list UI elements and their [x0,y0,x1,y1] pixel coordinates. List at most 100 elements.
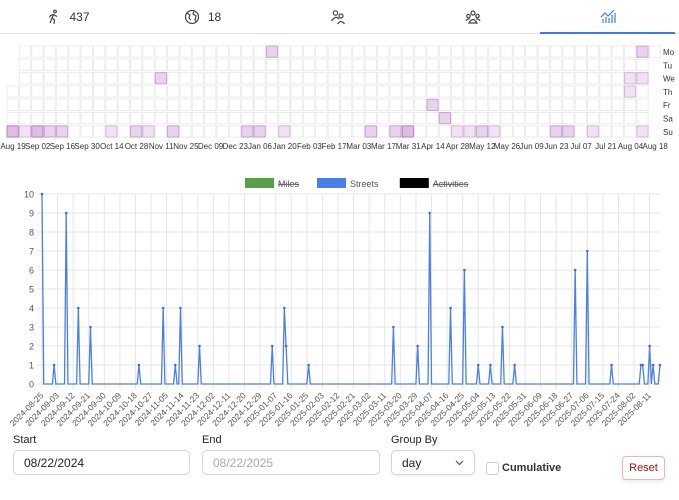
heatmap-cell [278,98,291,112]
heatmap-cell [549,85,563,98]
heatmap-cell [488,72,501,85]
heatmap-cell [586,72,600,85]
group-by-select[interactable]: day [391,450,475,475]
heatmap-cell [512,125,526,138]
heatmap-cell [253,112,266,125]
heatmap-cell [55,45,69,58]
heatmap-cell [191,72,205,85]
heatmap-cell [463,58,476,72]
heatmap-cell [611,45,624,58]
heatmap-cell [512,98,526,112]
cumulative-label[interactable]: Cumulative [502,462,562,474]
heatmap-cell [92,85,106,98]
heatmap-cell [389,98,402,112]
heatmap-cell [154,72,167,85]
heatmap-cell [179,85,192,98]
heatmap-month-label: Mar 03 [346,142,371,151]
heatmap-cell [253,58,266,72]
heatmap-cell [438,45,452,58]
heatmap-cell [265,125,279,138]
heatmap-cell [68,85,81,98]
heatmap-cell [278,125,291,138]
heatmap-day-label: Mo [663,48,675,57]
tab-activities[interactable]: 437 [0,0,135,33]
heatmap-cell [31,112,44,125]
heatmap-cell [315,112,328,125]
streets-data-point [585,249,589,253]
heatmap-cell [80,98,93,112]
heatmap-cell [117,112,130,125]
heatmap-cell [167,98,180,112]
heatmap-cell [525,125,538,138]
heatmap-cell [31,85,44,98]
end-date-input[interactable]: 08/22/2025 [202,450,380,475]
heatmap-cell [142,98,155,112]
heatmap-cell [154,112,167,125]
heatmap-cell [352,98,365,112]
heatmap-cell [599,98,612,112]
tab-users[interactable] [270,0,405,33]
heatmap-cell [204,112,217,125]
start-label: Start [13,434,37,446]
heatmap-cell [204,45,217,58]
tab-places[interactable]: 18 [135,0,270,33]
heatmap-cell [377,125,390,138]
heatmap-cell [586,85,600,98]
heatmap-cell [377,112,390,125]
heatmap-cell [241,98,254,112]
heatmap-cell [92,98,106,112]
heatmap-cell [290,98,303,112]
heatmap-month-label: Dec 23 [223,142,249,151]
heatmap-cell [525,58,538,72]
heatmap-month-label: Oct 28 [125,142,149,151]
heatmap-cell [6,125,19,138]
tab-stats[interactable] [540,0,675,34]
heatmap-month-label: Aug 18 [643,142,669,151]
heatmap-month-label: Feb 03 [297,142,322,151]
heatmap-cell [414,85,427,98]
heatmap-cell [80,112,93,125]
heatmap-cell [574,72,587,85]
heatmap-cell [302,45,316,58]
heatmap-cell [117,58,130,72]
streets-data-point [40,192,44,196]
heatmap-cell [599,125,612,138]
streets-data-point [416,344,419,348]
y-tick-label: 6 [29,266,34,276]
heatmap-cell [512,45,526,58]
reset-button[interactable]: Reset [622,456,665,480]
heatmap-cell [364,125,377,138]
heatmap-cell [55,58,69,72]
legend-label-streets[interactable]: Streets [350,179,379,189]
heatmap-cell [500,85,513,98]
heatmap-cell [327,72,340,85]
heatmap-cell [43,72,56,85]
legend-label-miles[interactable]: Miles [278,179,300,189]
cumulative-checkbox[interactable] [486,462,499,475]
legend-label-activities[interactable]: Activities [433,179,469,189]
heatmap-cell [389,85,402,98]
heatmap-cell [80,58,93,72]
heatmap-cell [327,125,340,138]
heatmap-cell [636,72,649,85]
heatmap-cell [154,45,167,58]
heatmap-cell [6,112,19,125]
heatmap-cell [154,125,167,138]
heatmap-day-label: Sa [663,115,673,124]
heatmap-cell [414,58,427,72]
heatmap-cell [451,58,464,72]
start-date-input[interactable]: 08/22/2024 [13,450,190,475]
heatmap-day-label: Th [663,88,672,97]
heatmap-cell [438,85,452,98]
heatmap-cell [339,125,353,138]
y-tick-label: 3 [29,323,34,333]
start-date-value: 08/22/2024 [24,455,85,470]
heatmap-cell [549,58,563,72]
heatmap-cell [191,85,205,98]
streets-data-point [501,325,504,329]
heatmap-cell [191,112,205,125]
heatmap-cell [475,112,489,125]
heatmap-cell [488,58,501,72]
streets-data-point [270,344,274,348]
tab-groups[interactable] [405,0,540,33]
